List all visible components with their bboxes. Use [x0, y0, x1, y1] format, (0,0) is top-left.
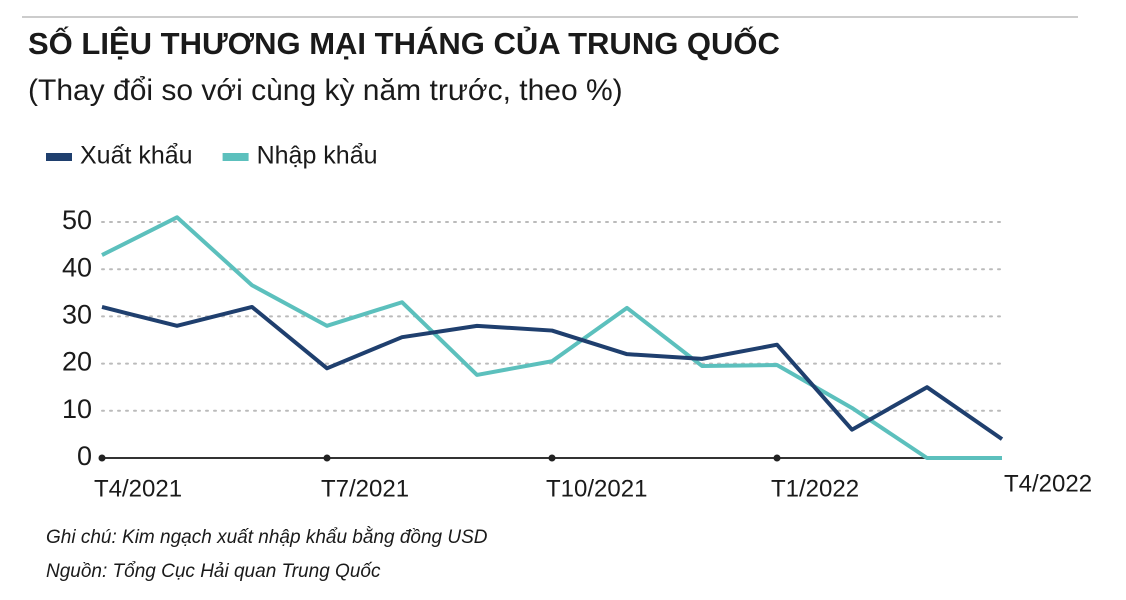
x-tick: [773, 454, 781, 462]
x-tick-label: T4/2021: [94, 475, 182, 502]
x-tick: [98, 454, 106, 462]
x-tick-label: T10/2021: [546, 475, 647, 502]
y-tick-label: 40: [62, 252, 92, 282]
legend-label: Nhập khẩu: [257, 142, 378, 170]
y-tick-label: 50: [62, 205, 92, 235]
legend-swatch: [46, 153, 72, 161]
legend-swatch: [222, 153, 249, 161]
series-line: [101, 215, 1002, 460]
x-tick: [323, 454, 331, 462]
series-line: [101, 304, 1004, 441]
x-tick-label: T4/2022: [1004, 470, 1092, 497]
y-tick-label: 10: [62, 394, 92, 424]
y-tick-label: 0: [77, 441, 92, 471]
y-tick-label: 30: [62, 300, 92, 330]
x-tick-label: T7/2021: [321, 475, 409, 502]
legend-label: Xuất khẩu: [80, 142, 193, 170]
y-tick-label: 20: [62, 347, 92, 377]
chart-subtitle: (Thay đổi so với cùng kỳ năm trước, theo…: [28, 74, 623, 107]
x-tick-label: T1/2022: [771, 475, 859, 502]
source: Nguồn: Tổng Cục Hải quan Trung Quốc: [46, 561, 381, 582]
x-tick: [548, 454, 556, 462]
note: Ghi chú: Kim ngạch xuất nhập khẩu bằng đ…: [46, 527, 488, 548]
chart-title: SỐ LIỆU THƯƠNG MẠI THÁNG CỦA TRUNG QUỐC: [28, 25, 780, 61]
